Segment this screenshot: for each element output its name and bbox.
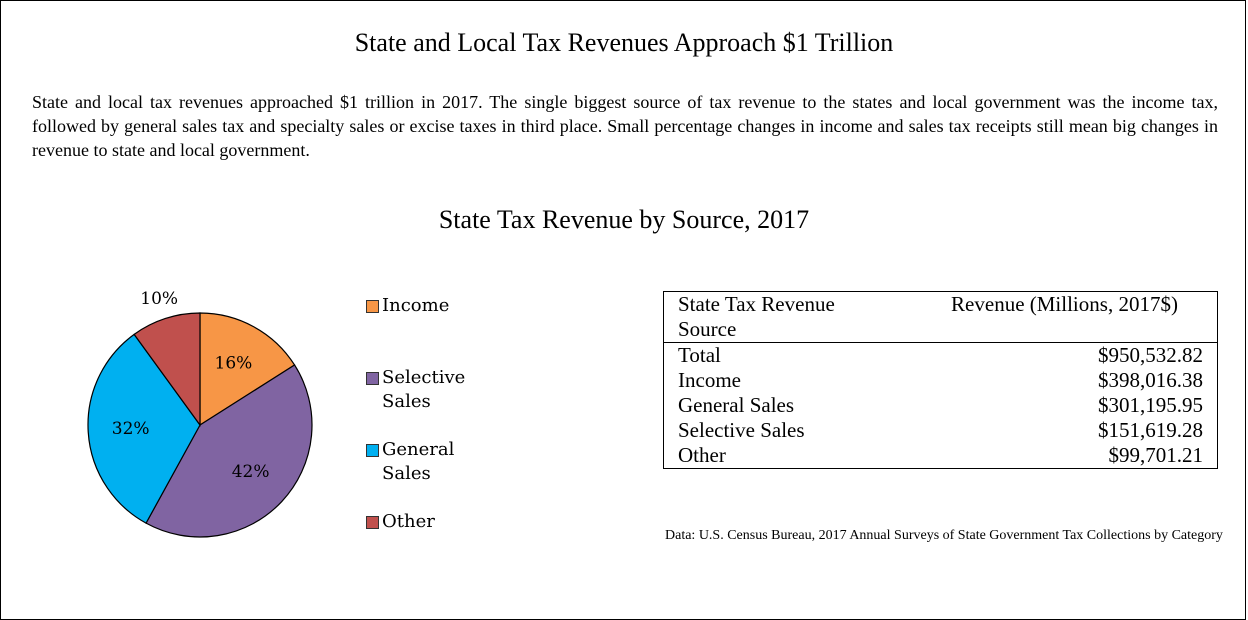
pie-chart: 16% 42% 32% 10% <box>87 289 313 538</box>
legend-swatch <box>366 372 379 385</box>
pie-slice <box>199 312 296 427</box>
legend-item: Other <box>366 510 486 534</box>
table-cell: General Sales <box>678 393 795 417</box>
legend-label: Selective Sales <box>382 367 466 412</box>
header-row: State Tax Revenue Source Revenue (Millio… <box>663 291 1218 343</box>
header-cell: State Tax Revenue Source <box>663 291 912 343</box>
table-row: General Sales $301,195.95 <box>664 393 1218 418</box>
slice-label: 10% <box>140 289 178 309</box>
table-cell: $301,195.95 <box>1098 393 1203 417</box>
legend-item: Selective Sales <box>366 366 486 414</box>
table-cell: $398,016.38 <box>1098 368 1203 392</box>
table-row: Selective Sales $151,619.28 <box>664 418 1218 443</box>
table: State Tax Revenue Source Revenue (Millio… <box>663 291 1218 469</box>
table-row: Total $950,532.82 <box>664 343 1218 369</box>
pie-slice <box>133 312 201 427</box>
slice-label: 32% <box>112 419 150 439</box>
pie-slice <box>87 333 201 524</box>
legend-swatch <box>366 444 379 457</box>
table-cell: Total <box>678 343 721 367</box>
paragraph: State and local tax revenues approached … <box>32 92 1218 160</box>
legend-label: Other <box>382 511 435 532</box>
table-cell: $99,701.21 <box>1108 443 1204 467</box>
source-note: Data: U.S. Census Bureau, 2017 Annual Su… <box>665 528 1223 543</box>
title: State and Local Tax Revenues Approach $1… <box>354 28 894 57</box>
table-cell: Selective Sales <box>678 418 805 442</box>
table-row: Other $99,701.21 <box>664 443 1218 469</box>
legend-swatch <box>366 516 379 529</box>
chart-title: State Tax Revenue by Source, 2017 <box>438 205 810 234</box>
legend-label: Income <box>382 295 450 316</box>
legend-item: General Sales <box>366 438 486 486</box>
table-cell: $151,619.28 <box>1098 418 1203 442</box>
slice-label: 16% <box>215 354 253 374</box>
table-cell: Other <box>678 443 726 467</box>
table-row: Income $398,016.38 <box>664 368 1218 393</box>
pie-slice <box>145 364 313 538</box>
legend-label: General Sales <box>382 439 455 484</box>
table-cell: $950,532.82 <box>1098 343 1203 367</box>
legend-swatch <box>366 300 379 313</box>
header-cell: Revenue (Millions, 2017$) <box>912 291 1218 343</box>
legend-item: Income <box>366 294 486 318</box>
table-cell: Income <box>678 368 741 392</box>
slice-label: 42% <box>232 462 270 482</box>
